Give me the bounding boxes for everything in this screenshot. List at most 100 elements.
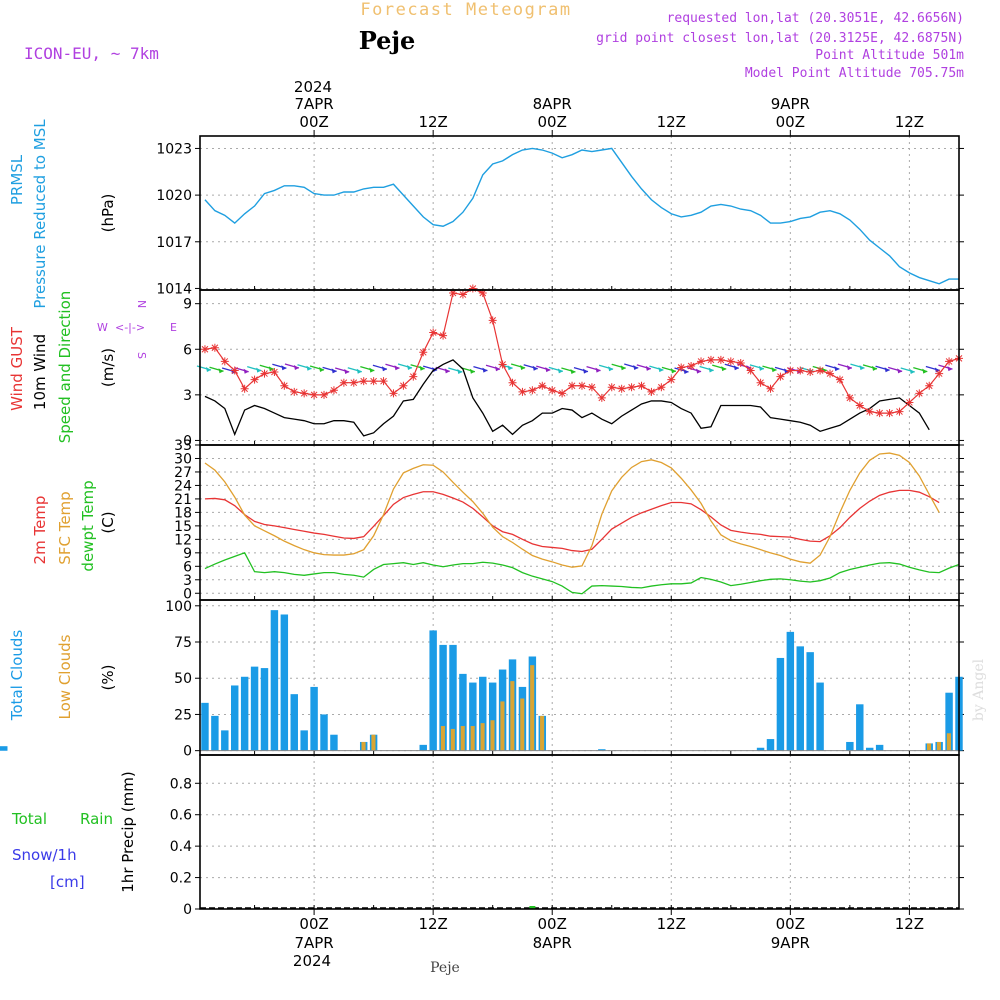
wind-gust-marker bbox=[835, 375, 844, 384]
wind-direction-arrowhead bbox=[344, 368, 350, 374]
total-cloud-bar bbox=[856, 704, 864, 751]
wind-gust-marker bbox=[439, 331, 448, 340]
wind-direction-arrowhead bbox=[658, 367, 664, 373]
wind-gust-marker bbox=[607, 383, 616, 392]
total-cloud-bar bbox=[459, 673, 467, 751]
wind-gust-marker bbox=[875, 409, 884, 418]
panel-pressure: 1014 1017 1020 1023 (hPa) bbox=[99, 136, 964, 297]
label-snow-unit: [cm] bbox=[50, 873, 85, 891]
y-tick-label: 9 bbox=[183, 297, 192, 313]
panel-wind: 0 3 6 9 (m/s) W E <-|-> N S bbox=[97, 284, 964, 449]
label-sfc-temp: SFC Temp bbox=[56, 491, 74, 564]
low-cloud-bar bbox=[490, 720, 495, 751]
wind-gust-marker bbox=[568, 381, 577, 390]
y-axis-label: (hPa) bbox=[99, 194, 117, 233]
wind-direction-arrowhead bbox=[369, 367, 375, 373]
y-tick-label: 25 bbox=[174, 707, 192, 723]
total-cloud-bar bbox=[221, 730, 229, 751]
wind-direction-arrowhead bbox=[457, 368, 463, 374]
wind-gust-marker bbox=[359, 377, 368, 386]
wind-direction-arrowhead bbox=[608, 366, 614, 372]
total-cloud-bar bbox=[310, 686, 318, 751]
y-tick-label: 21 bbox=[174, 492, 192, 508]
pressure-line bbox=[204, 147, 959, 285]
y-tick-label: 0 bbox=[183, 433, 192, 449]
wind-gust-marker bbox=[498, 360, 507, 369]
y-tick-label: 1017 bbox=[156, 235, 192, 251]
compass-ew-arrows: <-|-> bbox=[115, 321, 145, 334]
label-prmsl: PRMSL bbox=[8, 154, 26, 205]
wind-direction-arrowhead bbox=[771, 367, 777, 373]
y-tick-label: 24 bbox=[174, 478, 192, 494]
wind-direction-arrowhead bbox=[947, 366, 953, 372]
wind-gust-marker bbox=[865, 407, 874, 416]
y-tick-label: 9 bbox=[183, 546, 192, 562]
wind-gust-marker bbox=[260, 369, 269, 378]
compass-s: S bbox=[135, 352, 148, 359]
dewpoint-line bbox=[204, 552, 960, 595]
wind-gust-marker bbox=[528, 386, 537, 395]
wind-direction-arrowhead bbox=[670, 368, 676, 374]
wind-gust-marker bbox=[577, 381, 586, 390]
total-cloud-bar bbox=[875, 744, 884, 751]
wind-direction-arrowhead bbox=[331, 368, 337, 374]
wind-direction-arrowhead bbox=[356, 368, 362, 374]
wind-gust-marker bbox=[617, 384, 626, 393]
label-low-clouds: Low Clouds bbox=[56, 634, 74, 719]
bottom-time-label: 00Z bbox=[776, 915, 805, 933]
requested-coords: requested lon,lat (20.3051E, 42.6656N) bbox=[667, 11, 964, 26]
panel-precip: 0 0.2 0.4 0.6 0.8 1hr Precip (mm) bbox=[119, 755, 964, 918]
bottom-date-label: 8APR bbox=[533, 934, 572, 952]
bottom-time-label: 12Z bbox=[418, 915, 447, 933]
side-labels: PRMSL Pressure Reduced to MSL Wind GUST 10m… bbox=[8, 119, 113, 891]
low-cloud-bar bbox=[540, 715, 545, 751]
wind-gust-marker bbox=[945, 357, 954, 366]
y-tick-label: 0 bbox=[183, 586, 192, 602]
total-cloud-bar bbox=[846, 741, 854, 751]
wind-direction-arrowhead bbox=[532, 365, 538, 371]
wind-direction-arrowhead bbox=[293, 365, 299, 371]
low-cloud-bar bbox=[520, 698, 525, 751]
wind-gust-marker bbox=[587, 383, 596, 392]
wind-gust-marker bbox=[478, 289, 487, 298]
wind-gust-marker bbox=[816, 366, 825, 375]
model-altitude: Model Point Altitude 705.75m bbox=[745, 66, 964, 81]
wind-gust-marker bbox=[250, 375, 259, 384]
wind-gust-marker bbox=[855, 401, 864, 410]
label-snow: Snow/1h bbox=[12, 846, 77, 864]
point-altitude: Point Altitude 501m bbox=[815, 48, 964, 63]
y-tick-label: 75 bbox=[174, 635, 192, 651]
wind-direction-arrowhead bbox=[683, 368, 689, 374]
bottom-date-label: 9APR bbox=[771, 934, 810, 952]
wind-direction-arrowhead bbox=[633, 365, 639, 371]
label-total: Total bbox=[11, 810, 47, 828]
wind-direction-arrowhead bbox=[834, 366, 840, 372]
wind-gust-marker bbox=[905, 398, 914, 407]
wind-gust-marker bbox=[885, 409, 894, 418]
wind-direction-arrowhead bbox=[444, 368, 450, 374]
low-cloud-bar bbox=[460, 726, 465, 751]
wind-gust-marker bbox=[458, 290, 467, 299]
top-time-label: 12Z bbox=[418, 113, 447, 131]
total-cloud-bar bbox=[806, 652, 814, 751]
compass-n: N bbox=[135, 300, 148, 308]
low-cloud-bar bbox=[946, 733, 951, 751]
bottom-year: 2024 bbox=[293, 952, 331, 970]
top-date-label: 7APR bbox=[294, 95, 333, 113]
wind-gust-marker bbox=[339, 378, 348, 387]
wind-gust-marker bbox=[200, 345, 209, 354]
wind-direction-arrowhead bbox=[306, 365, 312, 371]
y-tick-label: 1023 bbox=[156, 141, 192, 157]
total-cloud-bar bbox=[419, 744, 427, 751]
wind-gust-marker bbox=[597, 393, 606, 402]
top-year: 2024 bbox=[294, 78, 332, 96]
wind-gust-marker bbox=[280, 381, 289, 390]
temp-sfc-line bbox=[204, 452, 940, 568]
y-tick-label: 0.8 bbox=[170, 776, 192, 792]
bottom-time-label: 00Z bbox=[538, 915, 567, 933]
total-cloud-bar bbox=[439, 644, 447, 751]
wind-gust-marker bbox=[845, 393, 854, 402]
total-cloud-bar bbox=[865, 747, 874, 751]
total-cloud-bar bbox=[201, 702, 209, 751]
